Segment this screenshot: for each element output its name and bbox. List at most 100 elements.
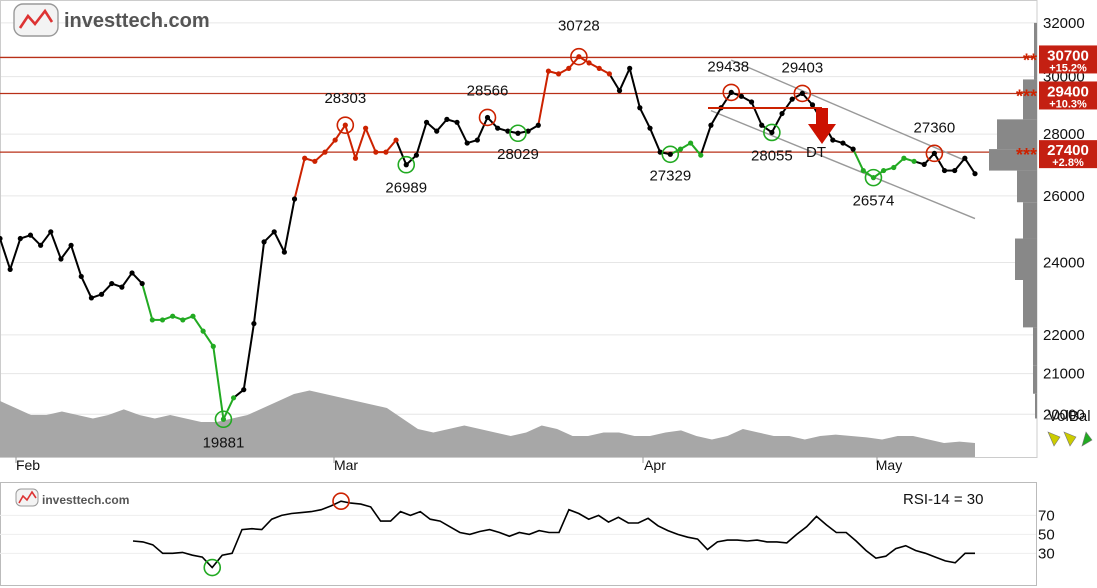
rsi-tick-label: 70	[1038, 507, 1055, 524]
price-label: 27360	[914, 119, 956, 136]
price-point	[129, 270, 135, 276]
price-point	[363, 125, 369, 131]
rsi-tick-label: 30	[1038, 545, 1055, 562]
price-point	[109, 280, 115, 287]
price-point	[383, 149, 389, 155]
price-chart: 30728 29438 29403 28303 28566 27360 26989 28029…	[0, 0, 1097, 473]
rsi-series	[132, 500, 975, 569]
dt-arrow-icon	[808, 108, 836, 144]
price-point	[444, 116, 450, 122]
price-point	[230, 395, 237, 401]
price-point	[281, 249, 287, 255]
price-point	[667, 151, 673, 157]
histogram-bar	[1023, 79, 1037, 120]
price-label: 26989	[385, 180, 427, 197]
arrow-icon	[1063, 431, 1077, 447]
price-grid	[0, 0, 1038, 458]
price-point	[505, 128, 511, 134]
trend-lower	[710, 109, 976, 220]
price-segment	[608, 73, 621, 92]
price-label: 19881	[203, 434, 245, 451]
price-segment	[354, 127, 367, 159]
price-point	[241, 387, 247, 393]
price-point	[251, 321, 257, 327]
price-point	[921, 161, 927, 167]
signal-circle	[864, 168, 883, 187]
signal-circle	[478, 108, 497, 127]
price-point	[27, 232, 34, 238]
price-point	[566, 65, 572, 71]
price-point	[332, 137, 338, 143]
price-point	[423, 119, 430, 125]
y-tick-label: 20000	[1043, 406, 1085, 423]
price-segment	[293, 158, 306, 200]
price-segment	[618, 67, 631, 92]
price-point	[738, 93, 745, 99]
price-point	[48, 229, 54, 235]
y-tick-label: 32000	[1043, 15, 1085, 32]
price-point	[850, 146, 856, 152]
signal-circle	[763, 123, 781, 142]
price-segment	[456, 121, 469, 144]
price-segment	[770, 113, 783, 133]
logo-wave-icon	[18, 8, 54, 29]
volume-area-shape	[0, 390, 975, 457]
price-segment	[283, 198, 296, 253]
price-segment	[212, 346, 225, 420]
price-point	[495, 125, 501, 131]
price-point	[688, 140, 694, 146]
rsi-chart: 30 50 70 investtech.com RSI-14 = 30	[0, 482, 1055, 586]
price-point	[545, 68, 552, 74]
price-point	[58, 256, 64, 262]
y-tick-label: 21000	[1043, 366, 1085, 383]
histogram-bar	[1033, 327, 1037, 366]
signal-circle	[661, 145, 680, 164]
rsi-circle	[332, 492, 350, 511]
resistance-pct: +2.8%	[1052, 157, 1084, 169]
price-point	[220, 416, 227, 422]
price-point	[78, 273, 84, 280]
price-point	[200, 328, 206, 334]
signal-circle	[722, 83, 741, 102]
resistance-stars: ***	[1016, 145, 1037, 165]
resistance-value: 30700	[1047, 47, 1089, 64]
logo-wave-icon	[18, 490, 37, 504]
price-point	[17, 235, 23, 242]
volume-profile	[989, 22, 1037, 419]
histogram-bar	[989, 149, 1037, 171]
price-segment	[689, 142, 702, 156]
logo: investtech.com	[13, 3, 210, 37]
price-point	[647, 125, 653, 131]
histogram-bar	[1034, 22, 1037, 80]
price-segment	[60, 244, 72, 260]
price-label: 28055	[751, 147, 793, 164]
price-point	[891, 164, 897, 171]
signal-circle	[570, 47, 588, 66]
price-label: 28303	[324, 90, 366, 107]
price-segment	[252, 241, 266, 324]
volbal-label: VolBal	[1048, 408, 1091, 425]
price-point	[7, 266, 13, 273]
price-segment	[222, 397, 235, 420]
arrow-icon	[1047, 431, 1061, 447]
price-point	[373, 149, 379, 155]
price-point	[261, 239, 267, 245]
price-label: 29403	[781, 59, 823, 76]
price-point	[190, 313, 196, 319]
resistance-stars: **	[1023, 50, 1037, 70]
price-segment	[121, 272, 133, 288]
price-label: 28029	[497, 146, 539, 163]
price-segment	[192, 315, 204, 332]
price-segment	[628, 68, 641, 109]
price-point	[759, 122, 765, 128]
price-point	[68, 242, 74, 248]
price-segment	[202, 330, 215, 347]
price-point	[312, 158, 318, 164]
histogram-bar	[997, 119, 1037, 150]
price-point	[535, 122, 541, 128]
price-point	[576, 54, 582, 60]
price-point	[830, 137, 836, 143]
price-point	[901, 155, 907, 161]
price-label: 28566	[467, 82, 509, 99]
resistance-box	[1039, 45, 1097, 74]
